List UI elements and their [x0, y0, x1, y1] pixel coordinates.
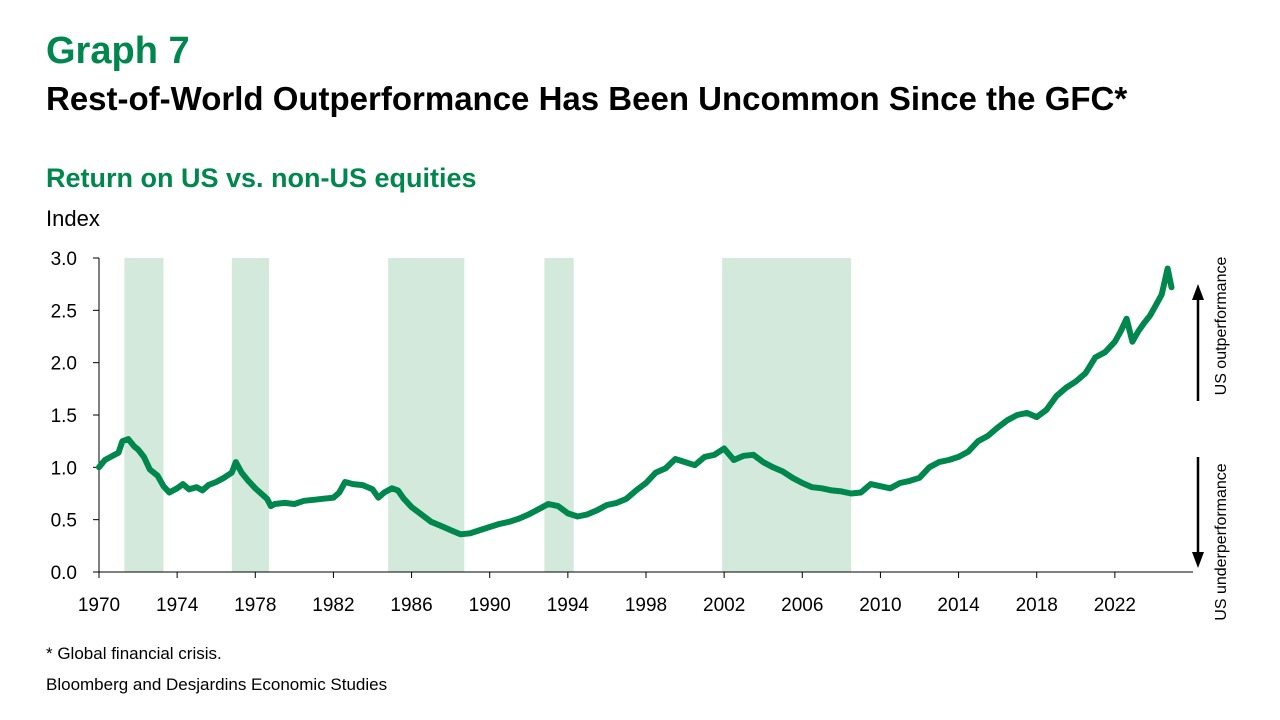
up-arrow-head: [1192, 284, 1204, 300]
y-tick-label: 2.0: [51, 354, 77, 375]
shaded-period: [231, 258, 269, 572]
x-tick-label: 1982: [312, 595, 354, 616]
axes: 0.0 0.5 1.0 1.5 2.0 2.5 3.0 1970 1974 1978 1982 198…: [51, 249, 1193, 616]
series-group: [96, 265, 1175, 538]
x-tick-label: 1978: [234, 595, 276, 616]
page-title: Rest-of-World Outperformance Has Been Un…: [46, 80, 1128, 117]
annotations: US outperformance US underperformance: [1192, 257, 1230, 621]
y-axis-label: Index: [46, 206, 100, 231]
graph-number: Graph 7: [46, 30, 190, 72]
x-tick-label: 1986: [390, 595, 432, 616]
shaded-period: [722, 258, 852, 572]
y-tick-label: 1.5: [51, 406, 77, 427]
footnote: * Global financial crisis.: [46, 644, 222, 663]
x-tick-label: 1994: [547, 595, 590, 616]
x-tick-label: 2022: [1094, 595, 1136, 616]
y-tick-label: 0.5: [51, 511, 77, 532]
y-tick-label: 3.0: [51, 249, 77, 270]
x-tick-label: 2010: [859, 595, 901, 616]
down-arrow-head: [1192, 552, 1204, 568]
shaded-period: [544, 258, 574, 572]
chart-title: Return on US vs. non-US equities: [46, 163, 477, 193]
series-line: [96, 265, 1175, 538]
x-tick-label: 1974: [156, 595, 199, 616]
annotation-outperformance: US outperformance: [1213, 257, 1230, 396]
y-tick-label: 2.5: [51, 301, 77, 322]
x-tick-label: 1998: [625, 595, 667, 616]
x-tick-label: 2002: [703, 595, 745, 616]
y-tick-label: 0.0: [51, 563, 77, 584]
source-note: Bloomberg and Desjardins Economic Studie…: [46, 675, 388, 694]
x-tick-label: 1970: [78, 595, 120, 616]
x-tick-label: 2018: [1016, 595, 1058, 616]
x-tick-label: 2014: [937, 595, 980, 616]
shaded-period: [124, 258, 164, 572]
shaded-period: [388, 258, 465, 572]
annotation-underperformance: US underperformance: [1213, 463, 1230, 621]
x-tick-label: 2006: [781, 595, 823, 616]
x-tick-label: 1990: [469, 595, 511, 616]
shaded-periods: [124, 258, 852, 572]
y-tick-label: 1.0: [51, 458, 77, 479]
